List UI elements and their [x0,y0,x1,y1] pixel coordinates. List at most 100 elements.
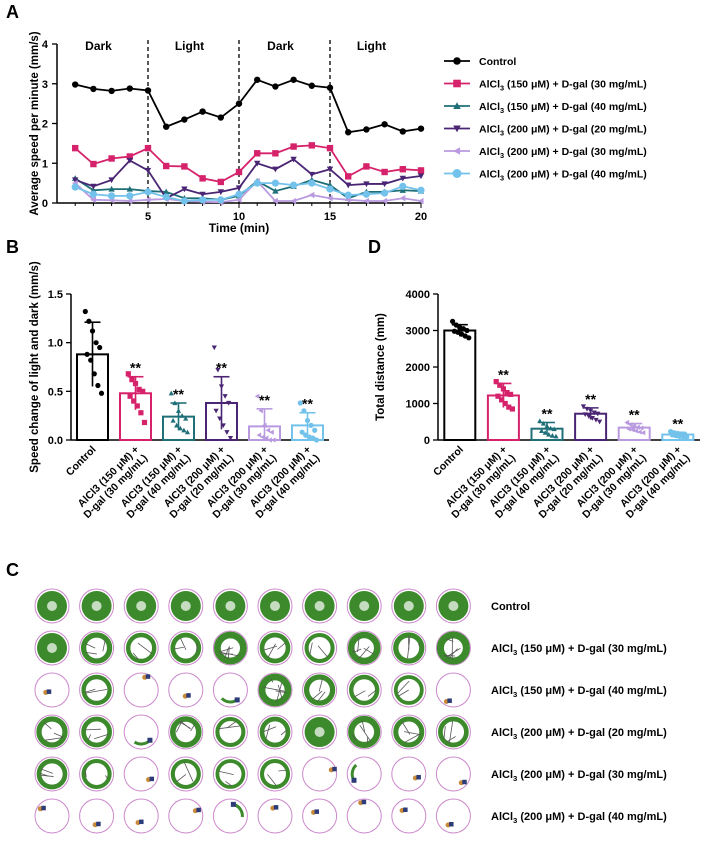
data-point-control [417,125,425,132]
track-ring [80,632,113,664]
legend-entry-al200_dg20-prefix: AlCl [479,124,500,136]
arena-al200_dg20 [79,714,115,750]
arena-al200_dg40 [391,798,427,834]
track-ring [347,631,381,665]
track-path [227,646,230,660]
track-path [226,721,237,729]
dot-al150_dg40 [539,428,545,433]
data-point-control [381,121,388,128]
data-point-al200_dg40 [108,192,116,200]
data-point-al200_dg20 [381,181,388,188]
significance-mark: ** [130,360,141,376]
data-point-al200_dg40 [199,196,207,204]
data-point-al200_dg40 [71,183,79,191]
data-point-al200_dg40 [162,193,170,201]
track-path [85,643,96,649]
dot-al150_dg40 [553,433,559,439]
end-marker [462,779,467,785]
track-path [352,648,362,653]
data-point-al150_dg30 [217,178,224,186]
data-point-al200_dg40 [89,190,97,198]
track-path [276,682,283,703]
arena-control [34,588,70,624]
dot-al200_dg30 [267,437,272,443]
track-path [45,737,63,741]
data-point-al150_dg30 [308,142,315,149]
dot-al150_dg40 [551,426,557,432]
track-ring [259,716,291,748]
data-point-al200_dg30 [381,197,388,205]
track-ring [349,674,380,706]
track-path [265,724,271,740]
data-point-al150_dg30 [254,150,261,157]
end-marker [149,776,155,782]
track-ring [438,716,469,748]
data-point-al200_dg40 [180,197,188,205]
dot-al150_dg30 [138,410,144,416]
track-ring [81,674,112,706]
dot-al150_dg30 [502,400,508,407]
arena-rim [391,798,427,834]
arena-al150_dg30 [346,630,382,666]
data-point-al200_dg20 [254,160,261,167]
end-marker [186,693,191,698]
track-path [354,690,366,698]
dot-al150_dg30 [131,398,137,404]
data-point-al200_dg40 [144,188,152,196]
arena-al150_dg30 [435,630,471,666]
category-label-line1: Control [64,444,99,479]
arena-al150_dg30 [257,630,293,666]
arena-rim [391,756,427,792]
data-point-al200_dg40 [126,192,134,200]
track-path [317,645,328,658]
data-point-control [272,83,279,90]
data-point-al150_dg30 [363,163,370,170]
dot-al150_dg40 [174,422,180,428]
track-ring [125,632,157,664]
arena-al150_dg40 [168,672,204,708]
dot-control [464,327,470,334]
dot-control [88,357,94,363]
dot-control [82,308,88,315]
dot-al150_dg40 [179,413,185,418]
data-point-al200_dg30 [399,195,406,202]
arena-al200_dg20 [34,714,70,750]
row-label-al200_dg20: AlCl3 (200 μM) + D-gal (20 mg/mL) [491,727,667,741]
end-marker [449,821,454,827]
y-tick-label: 3 [42,79,48,91]
panel-d-plot: 0 1000 2000 3000 4000 Total distance (mm) Cont… [375,289,700,521]
end-marker [361,799,367,805]
dot-al200_dg20 [217,416,223,422]
track-ring [36,716,68,748]
track-path [263,645,278,651]
end-marker [147,737,153,743]
data-point-al200_dg40 [362,190,370,198]
y-tick-label: 2000 [406,362,430,374]
y-tick-label: 3000 [406,326,430,338]
data-point-al200_dg30 [326,195,333,202]
panel-a-plot: 0 1 2 3 4 5 10 15 20 Time (min) Average speed per … [29,31,427,235]
panel-b-plot: 0.0 0.5 1.0 1.5 Speed change of light and da… [29,261,329,521]
x-axis-title: Time (min) [209,221,269,235]
row-label-al200_dg30-sub: 3 [513,774,517,783]
arena-rim [123,756,159,792]
legend-marker-al200_dg20 [453,125,461,133]
data-point-al200_dg20 [363,181,370,188]
end-marker [230,801,236,807]
legend-entry-al150_dg40-sub: 3 [500,106,504,115]
data-point-al200_dg20 [417,173,425,180]
data-point-al200_dg40 [253,179,261,187]
dot-al150_dg30 [125,371,131,377]
panel-d-label: D [368,237,381,257]
significance-mark: ** [629,407,640,423]
arena-rim [302,756,338,792]
data-point-al150_dg30 [126,153,133,160]
dot-al200_dg30 [628,422,633,428]
dot-al150_dg30 [499,397,505,403]
track-path [53,732,64,738]
dot-al150_dg30 [509,406,515,412]
legend-entry-al150_dg30-prefix: AlCl [479,79,500,91]
track-path [317,691,326,703]
panel-c-label: C [6,560,19,580]
